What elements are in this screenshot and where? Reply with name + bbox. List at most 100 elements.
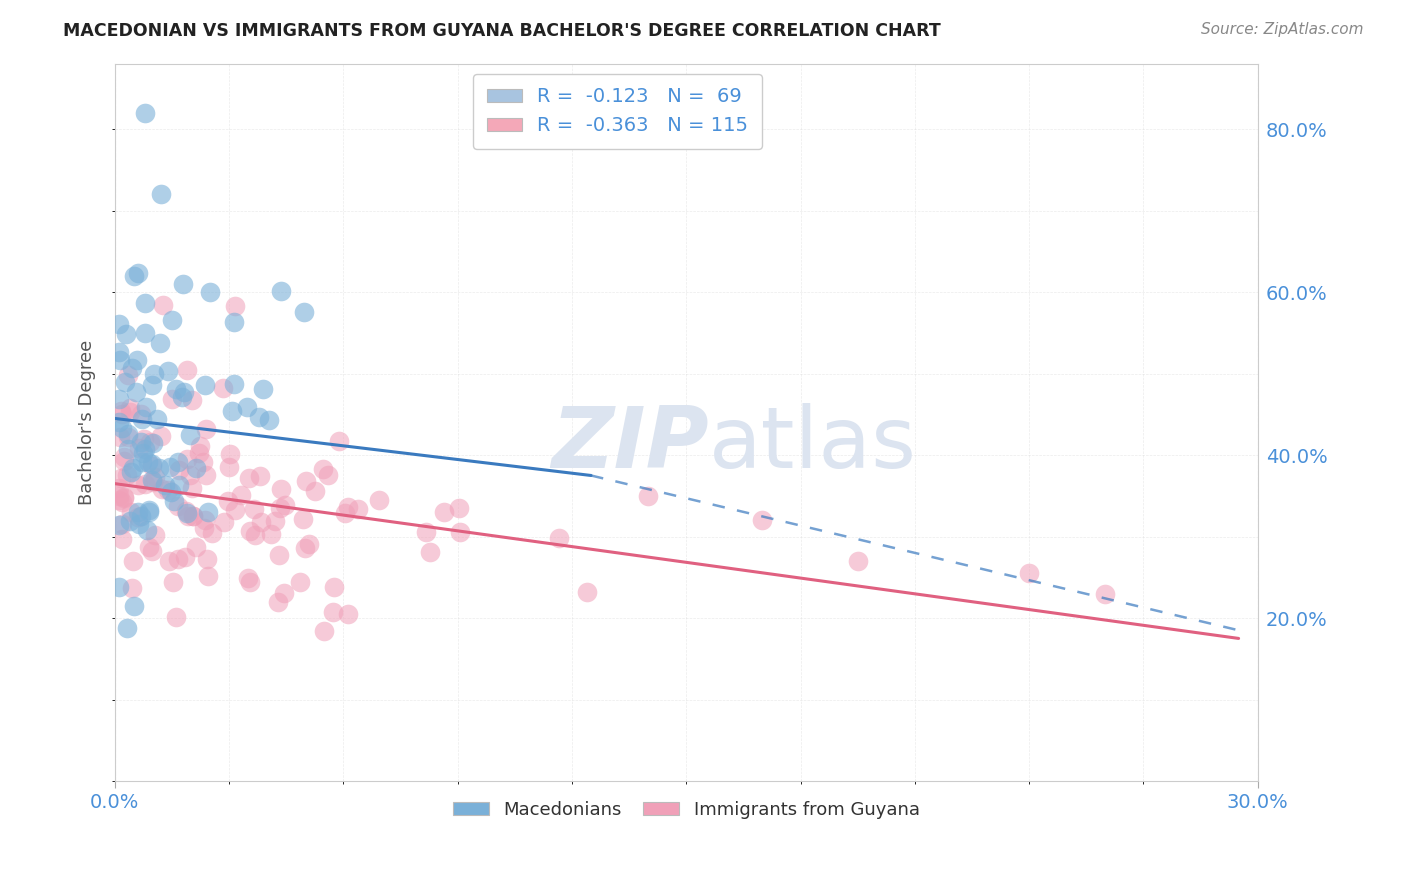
Point bbox=[174, 550, 197, 565]
Point bbox=[149, 336, 172, 351]
Point bbox=[239, 524, 262, 538]
Point bbox=[108, 317, 131, 331]
Point bbox=[127, 266, 149, 280]
Point bbox=[337, 607, 360, 621]
Point bbox=[222, 377, 245, 392]
Point bbox=[153, 477, 176, 491]
Point bbox=[108, 481, 131, 495]
Point bbox=[107, 517, 129, 532]
Point bbox=[110, 403, 132, 417]
Point bbox=[121, 361, 143, 376]
Point bbox=[111, 532, 134, 546]
Point bbox=[169, 463, 191, 477]
Point bbox=[143, 469, 166, 483]
Point bbox=[150, 429, 173, 443]
Point bbox=[333, 506, 356, 520]
Point bbox=[117, 368, 139, 382]
Point bbox=[172, 277, 194, 291]
Point bbox=[190, 439, 212, 453]
Point bbox=[160, 313, 183, 327]
Point bbox=[212, 381, 235, 395]
Point bbox=[127, 510, 149, 524]
Point bbox=[239, 575, 262, 590]
Point bbox=[197, 569, 219, 583]
Point bbox=[146, 411, 169, 425]
Point bbox=[117, 442, 139, 456]
Point bbox=[294, 475, 316, 489]
Point bbox=[1094, 586, 1116, 600]
Point bbox=[162, 575, 184, 590]
Point bbox=[217, 493, 239, 508]
Point bbox=[193, 520, 215, 534]
Point bbox=[183, 508, 205, 523]
Point bbox=[166, 455, 188, 469]
Point bbox=[128, 441, 150, 455]
Text: MACEDONIAN VS IMMIGRANTS FROM GUYANA BACHELOR'S DEGREE CORRELATION CHART: MACEDONIAN VS IMMIGRANTS FROM GUYANA BAC… bbox=[63, 22, 941, 40]
Point bbox=[575, 585, 598, 599]
Point bbox=[273, 586, 295, 600]
Point bbox=[269, 500, 291, 515]
Point bbox=[184, 460, 207, 475]
Point bbox=[141, 457, 163, 471]
Point bbox=[107, 392, 129, 407]
Point bbox=[114, 376, 136, 390]
Point bbox=[150, 482, 173, 496]
Point bbox=[218, 460, 240, 475]
Point bbox=[257, 413, 280, 427]
Point bbox=[157, 554, 180, 568]
Point bbox=[187, 446, 209, 460]
Point bbox=[112, 490, 135, 504]
Point bbox=[129, 508, 152, 523]
Point bbox=[346, 502, 368, 516]
Point bbox=[121, 582, 143, 596]
Point bbox=[134, 106, 156, 120]
Point bbox=[264, 514, 287, 528]
Point bbox=[236, 571, 259, 585]
Point bbox=[637, 489, 659, 503]
Point bbox=[107, 580, 129, 594]
Text: atlas: atlas bbox=[709, 402, 917, 485]
Point bbox=[125, 384, 148, 399]
Point bbox=[270, 483, 292, 497]
Point bbox=[107, 415, 129, 429]
Point bbox=[260, 527, 283, 541]
Point bbox=[134, 326, 156, 340]
Point bbox=[328, 434, 350, 448]
Point bbox=[134, 442, 156, 456]
Point bbox=[222, 315, 245, 329]
Point bbox=[292, 304, 315, 318]
Point bbox=[127, 505, 149, 519]
Point bbox=[120, 465, 142, 479]
Point bbox=[132, 432, 155, 446]
Point bbox=[195, 552, 218, 566]
Point bbox=[111, 495, 134, 509]
Point bbox=[292, 512, 315, 526]
Point bbox=[138, 541, 160, 555]
Point bbox=[118, 404, 141, 418]
Point bbox=[267, 548, 290, 562]
Point bbox=[122, 461, 145, 475]
Point bbox=[120, 514, 142, 528]
Point bbox=[252, 382, 274, 396]
Point bbox=[212, 515, 235, 529]
Y-axis label: Bachelor's Degree: Bachelor's Degree bbox=[79, 340, 96, 505]
Point bbox=[179, 468, 201, 483]
Point bbox=[247, 410, 270, 425]
Point bbox=[176, 452, 198, 467]
Point bbox=[165, 610, 187, 624]
Point bbox=[120, 504, 142, 518]
Point bbox=[242, 501, 264, 516]
Point bbox=[218, 447, 240, 461]
Point bbox=[107, 492, 129, 507]
Point bbox=[179, 428, 201, 442]
Point bbox=[112, 450, 135, 465]
Point bbox=[751, 513, 773, 527]
Point bbox=[174, 504, 197, 518]
Point bbox=[1018, 566, 1040, 581]
Point bbox=[191, 455, 214, 469]
Legend: Macedonians, Immigrants from Guyana: Macedonians, Immigrants from Guyana bbox=[446, 793, 927, 826]
Point bbox=[298, 537, 321, 551]
Point bbox=[181, 393, 204, 408]
Point bbox=[181, 482, 204, 496]
Point bbox=[141, 473, 163, 487]
